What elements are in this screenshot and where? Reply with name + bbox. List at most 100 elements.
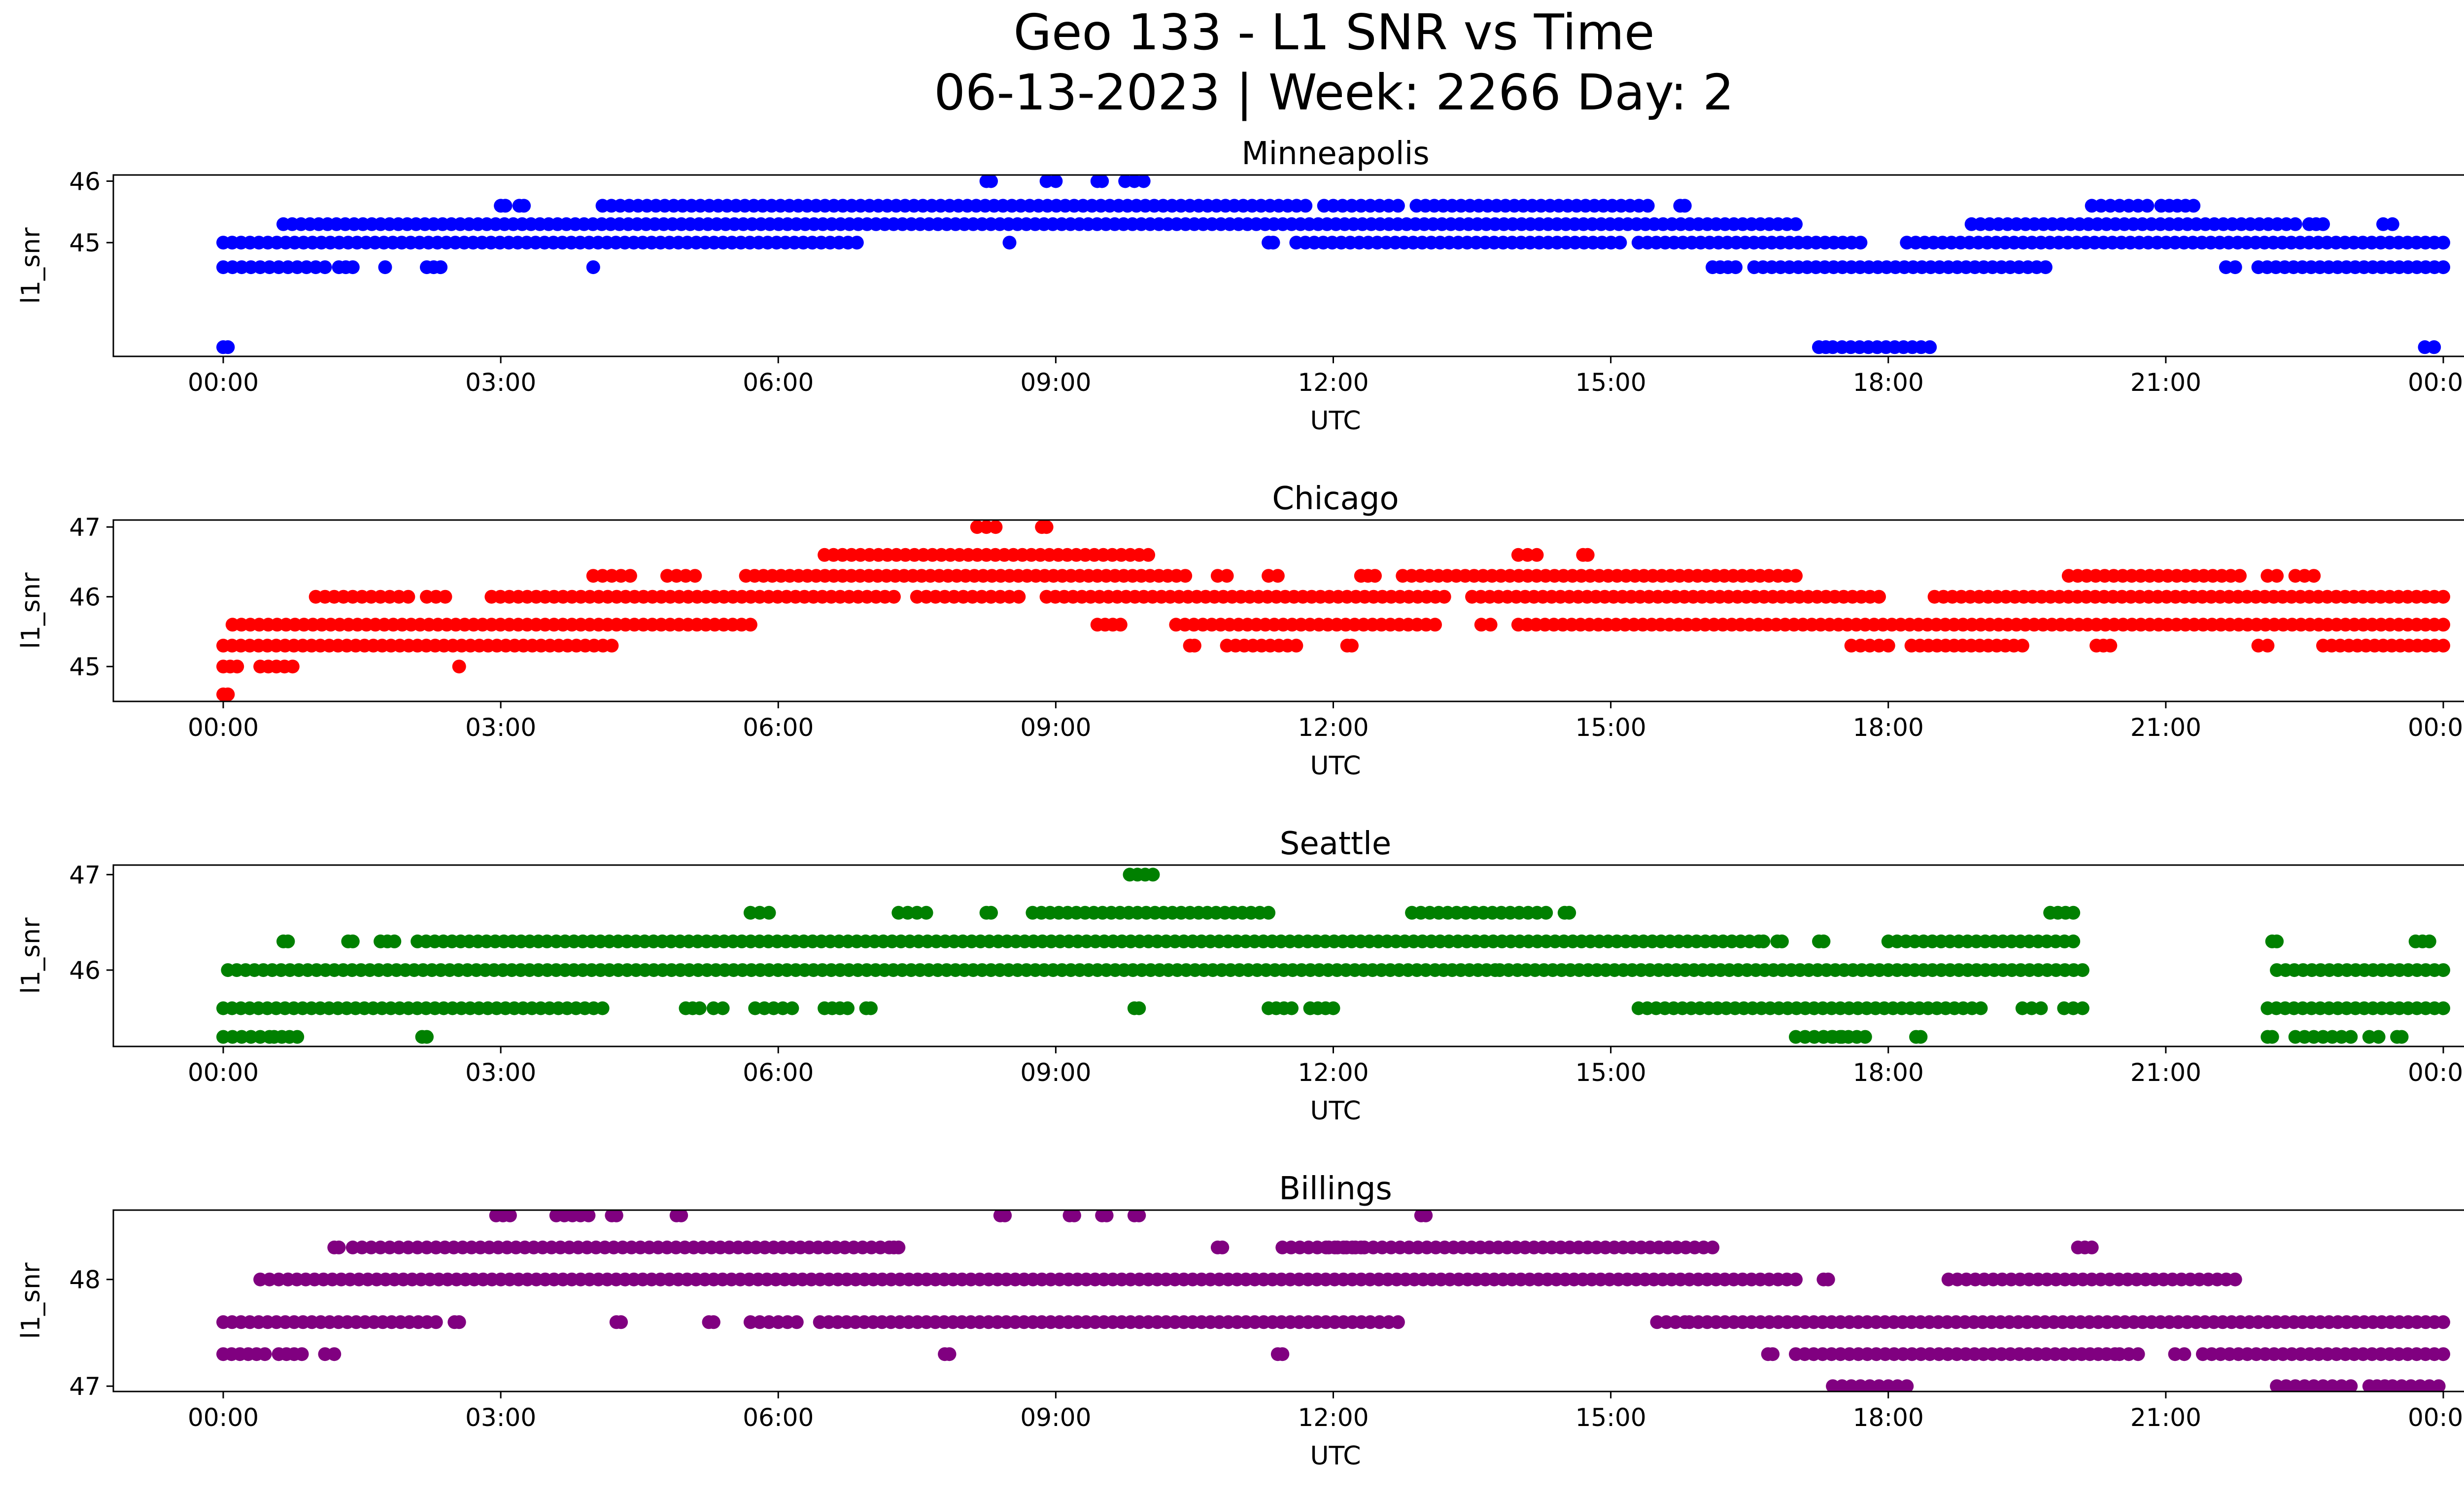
data-point [1067,1210,1081,1222]
data-point [281,934,295,948]
x-tick-label: 12:00 [1298,713,1369,742]
x-tick-label: 03:00 [465,713,536,742]
x-tick-label: 15:00 [1575,713,1646,742]
data-point [290,1030,305,1044]
data-point [887,590,901,604]
data-point [1613,236,1627,250]
data-point [762,905,776,920]
data-point [1220,569,1234,583]
data-point [984,590,998,604]
data-point [1923,340,1937,354]
data-point [609,1210,623,1222]
data-point [2075,1001,2089,1015]
x-tick-label: 03:00 [465,368,536,397]
data-point [1853,236,1868,250]
subplot-minneapolis: Minneapolis 00:00 03:00 06:00 09:00 12:00 15:0… [16,136,2464,436]
data-point [345,934,360,948]
data-point [387,934,402,948]
x-tick-label: 03:00 [465,1403,536,1432]
data-point [2307,569,2321,583]
x-tick-label: 18:00 [1853,713,1924,742]
data-point [2344,1030,2358,1044]
x-tick-label: 00:00 [188,368,259,397]
data-point [1113,618,1128,632]
x-tick-label: 00:00 [188,1403,259,1432]
data-point [498,199,513,213]
x-tick-label: 21:00 [2130,713,2201,742]
x-tick-label: 12:00 [1298,1058,1369,1087]
data-point [582,1210,596,1222]
data-point [1289,638,1303,653]
data-point [438,590,452,604]
subplot-title: Minneapolis [1241,136,1429,172]
x-tick-label: 00:00 [2408,1058,2464,1087]
data-point [998,1210,1012,1222]
data-point [285,660,300,674]
data-point [1766,1347,1780,1361]
data-point [2066,934,2081,948]
x-tick-label: 00:00 [2408,1403,2464,1432]
axes-frame [112,174,2464,357]
data-point [1756,934,1771,948]
data-point [984,905,998,920]
data-point [1049,175,1063,188]
x-tick-label: 21:00 [2130,1403,2201,1432]
y-tick-label: 46 [69,956,101,985]
data-point [1270,569,1285,583]
data-point [1146,868,1160,882]
subplots: Minneapolis 00:00 03:00 06:00 09:00 12:00 15:0… [16,136,2464,1471]
x-axis-label: UTC [1310,751,1361,781]
data-point [1729,260,1743,275]
axes-frame [112,519,2464,702]
data-point [2431,1379,2446,1391]
data-point [230,660,244,674]
data-point [2371,1030,2386,1044]
data-point [1215,1240,1230,1254]
data-point [2316,217,2330,231]
data-point [1530,548,1544,562]
x-tick-label: 09:00 [1020,1403,1091,1432]
data-point [614,1315,628,1329]
data-point [1132,1210,1146,1222]
data-point [2015,638,2029,653]
x-tick-label: 18:00 [1853,1403,1924,1432]
data-point [919,905,933,920]
data-point [2436,638,2450,653]
data-point [984,175,998,188]
data-point [2228,1272,2242,1286]
x-tick-label: 09:00 [1020,1058,1091,1087]
data-point [1391,1315,1405,1329]
x-tick-label: 06:00 [743,368,814,397]
data-point [1881,638,1895,653]
data-point [2427,340,2441,354]
x-tick-label: 21:00 [2130,368,2201,397]
data-point [688,569,702,583]
data-point [1483,618,1498,632]
data-point [841,1001,855,1015]
data-point [1099,1210,1114,1222]
data-point [1789,217,1803,231]
x-tick-label: 00:00 [188,713,259,742]
data-point [2436,618,2450,632]
data-point [1437,590,1451,604]
data-point [2436,590,2450,604]
data-point [1132,1001,1146,1015]
data-point [517,199,531,213]
data-point [2140,199,2155,213]
data-point [2436,1347,2450,1361]
data-point [864,1001,878,1015]
y-axis-label: l1_snr [16,917,46,994]
data-point [1039,520,1054,534]
data-point [2260,638,2275,653]
data-point [706,1315,720,1329]
x-tick-label: 18:00 [1853,1058,1924,1087]
data-point [2436,1315,2450,1329]
data-point [674,1210,688,1222]
axes-frame [112,1209,2464,1392]
x-tick-label: 00:00 [188,1058,259,1087]
data-point [1391,199,1405,213]
data-point [1178,569,1193,583]
x-tick-label: 06:00 [743,1403,814,1432]
x-tick-label: 09:00 [1020,713,1091,742]
figure-title-line1: Geo 133 - L1 SNR vs Time [1014,3,1655,61]
